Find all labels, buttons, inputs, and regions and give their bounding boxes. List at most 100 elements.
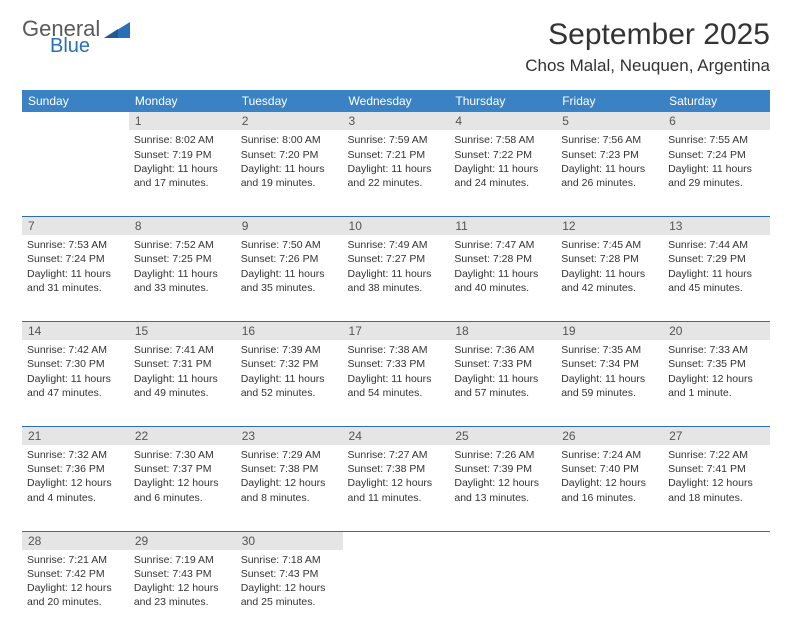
sunset-text: Sunset: 7:26 PM (241, 252, 338, 266)
daylight-text: Daylight: 12 hours and 6 minutes. (134, 476, 231, 504)
title-block: September 2025 Chos Malal, Neuquen, Arge… (525, 18, 770, 76)
sunrise-text: Sunrise: 7:27 AM (348, 448, 445, 462)
day-cell: Sunrise: 7:29 AMSunset: 7:38 PMDaylight:… (236, 445, 343, 531)
sunset-text: Sunset: 7:38 PM (348, 462, 445, 476)
month-title: September 2025 (525, 18, 770, 52)
day-cell: Sunrise: 7:52 AMSunset: 7:25 PMDaylight:… (129, 235, 236, 321)
sunrise-text: Sunrise: 7:32 AM (27, 448, 124, 462)
day-cell: Sunrise: 7:41 AMSunset: 7:31 PMDaylight:… (129, 340, 236, 426)
day-number: 21 (22, 427, 129, 445)
day-number: 18 (449, 322, 556, 340)
day-number: 15 (129, 322, 236, 340)
sunrise-text: Sunrise: 7:19 AM (134, 553, 231, 567)
day-cell: Sunrise: 7:45 AMSunset: 7:28 PMDaylight:… (556, 235, 663, 321)
sunset-text: Sunset: 7:37 PM (134, 462, 231, 476)
sunset-text: Sunset: 7:38 PM (241, 462, 338, 476)
day-number: 6 (663, 112, 770, 130)
sunset-text: Sunset: 7:24 PM (668, 148, 765, 162)
day-number: 10 (343, 217, 450, 235)
sunrise-text: Sunrise: 7:49 AM (348, 238, 445, 252)
day-number: 17 (343, 322, 450, 340)
sunset-text: Sunset: 7:33 PM (454, 357, 551, 371)
daylight-text: Daylight: 11 hours and 26 minutes. (561, 162, 658, 190)
weekday-header: Tuesday (236, 90, 343, 112)
weekday-header-row: Sunday Monday Tuesday Wednesday Thursday… (22, 90, 770, 112)
day-number: 25 (449, 427, 556, 445)
daylight-text: Daylight: 12 hours and 16 minutes. (561, 476, 658, 504)
sunset-text: Sunset: 7:29 PM (668, 252, 765, 266)
brand-triangle-icon (104, 20, 130, 42)
daylight-text: Daylight: 12 hours and 20 minutes. (27, 581, 124, 609)
day-cell: Sunrise: 8:02 AMSunset: 7:19 PMDaylight:… (129, 130, 236, 216)
day-cell (449, 550, 556, 636)
day-number-row: 123456 (22, 112, 770, 130)
day-cell: Sunrise: 7:42 AMSunset: 7:30 PMDaylight:… (22, 340, 129, 426)
daylight-text: Daylight: 11 hours and 38 minutes. (348, 267, 445, 295)
sunrise-text: Sunrise: 7:55 AM (668, 133, 765, 147)
sunrise-text: Sunrise: 7:29 AM (241, 448, 338, 462)
sunset-text: Sunset: 7:25 PM (134, 252, 231, 266)
day-number (663, 532, 770, 550)
sunrise-text: Sunrise: 7:42 AM (27, 343, 124, 357)
day-cell: Sunrise: 7:22 AMSunset: 7:41 PMDaylight:… (663, 445, 770, 531)
sunset-text: Sunset: 7:33 PM (348, 357, 445, 371)
sunrise-text: Sunrise: 7:41 AM (134, 343, 231, 357)
location: Chos Malal, Neuquen, Argentina (525, 56, 770, 76)
daylight-text: Daylight: 11 hours and 17 minutes. (134, 162, 231, 190)
daylight-text: Daylight: 11 hours and 57 minutes. (454, 372, 551, 400)
day-number: 14 (22, 322, 129, 340)
sunrise-text: Sunrise: 7:58 AM (454, 133, 551, 147)
day-cell: Sunrise: 7:26 AMSunset: 7:39 PMDaylight:… (449, 445, 556, 531)
day-cell: Sunrise: 7:27 AMSunset: 7:38 PMDaylight:… (343, 445, 450, 531)
day-cell: Sunrise: 7:47 AMSunset: 7:28 PMDaylight:… (449, 235, 556, 321)
sunrise-text: Sunrise: 7:52 AM (134, 238, 231, 252)
daylight-text: Daylight: 11 hours and 47 minutes. (27, 372, 124, 400)
daylight-text: Daylight: 11 hours and 52 minutes. (241, 372, 338, 400)
sunset-text: Sunset: 7:28 PM (454, 252, 551, 266)
daylight-text: Daylight: 11 hours and 40 minutes. (454, 267, 551, 295)
day-number (343, 532, 450, 550)
day-cell: Sunrise: 7:39 AMSunset: 7:32 PMDaylight:… (236, 340, 343, 426)
weekday-header: Friday (556, 90, 663, 112)
daylight-text: Daylight: 11 hours and 45 minutes. (668, 267, 765, 295)
daylight-text: Daylight: 11 hours and 29 minutes. (668, 162, 765, 190)
daylight-text: Daylight: 12 hours and 13 minutes. (454, 476, 551, 504)
daylight-text: Daylight: 11 hours and 35 minutes. (241, 267, 338, 295)
sunrise-text: Sunrise: 7:21 AM (27, 553, 124, 567)
day-cell: Sunrise: 7:19 AMSunset: 7:43 PMDaylight:… (129, 550, 236, 636)
day-number: 26 (556, 427, 663, 445)
day-cell (22, 130, 129, 216)
day-number: 24 (343, 427, 450, 445)
day-number: 3 (343, 112, 450, 130)
sunrise-text: Sunrise: 7:33 AM (668, 343, 765, 357)
day-number: 23 (236, 427, 343, 445)
daylight-text: Daylight: 11 hours and 59 minutes. (561, 372, 658, 400)
sunset-text: Sunset: 7:22 PM (454, 148, 551, 162)
day-number: 11 (449, 217, 556, 235)
weekday-header: Thursday (449, 90, 556, 112)
daylight-text: Daylight: 12 hours and 1 minute. (668, 372, 765, 400)
sunset-text: Sunset: 7:43 PM (241, 567, 338, 581)
day-number: 1 (129, 112, 236, 130)
daylight-text: Daylight: 12 hours and 25 minutes. (241, 581, 338, 609)
sunset-text: Sunset: 7:31 PM (134, 357, 231, 371)
daylight-text: Daylight: 12 hours and 23 minutes. (134, 581, 231, 609)
sunrise-text: Sunrise: 7:18 AM (241, 553, 338, 567)
sunset-text: Sunset: 7:24 PM (27, 252, 124, 266)
day-cell: Sunrise: 7:35 AMSunset: 7:34 PMDaylight:… (556, 340, 663, 426)
day-number: 20 (663, 322, 770, 340)
day-number-row: 282930 (22, 532, 770, 550)
day-cell: Sunrise: 7:44 AMSunset: 7:29 PMDaylight:… (663, 235, 770, 321)
day-number (22, 112, 129, 130)
week-row: Sunrise: 7:32 AMSunset: 7:36 PMDaylight:… (22, 445, 770, 531)
sunrise-text: Sunrise: 7:47 AM (454, 238, 551, 252)
day-cell: Sunrise: 7:38 AMSunset: 7:33 PMDaylight:… (343, 340, 450, 426)
sunset-text: Sunset: 7:20 PM (241, 148, 338, 162)
daylight-text: Daylight: 12 hours and 8 minutes. (241, 476, 338, 504)
day-number: 27 (663, 427, 770, 445)
day-cell: Sunrise: 7:21 AMSunset: 7:42 PMDaylight:… (22, 550, 129, 636)
sunset-text: Sunset: 7:19 PM (134, 148, 231, 162)
day-cell (343, 550, 450, 636)
sunset-text: Sunset: 7:27 PM (348, 252, 445, 266)
day-cell (663, 550, 770, 636)
